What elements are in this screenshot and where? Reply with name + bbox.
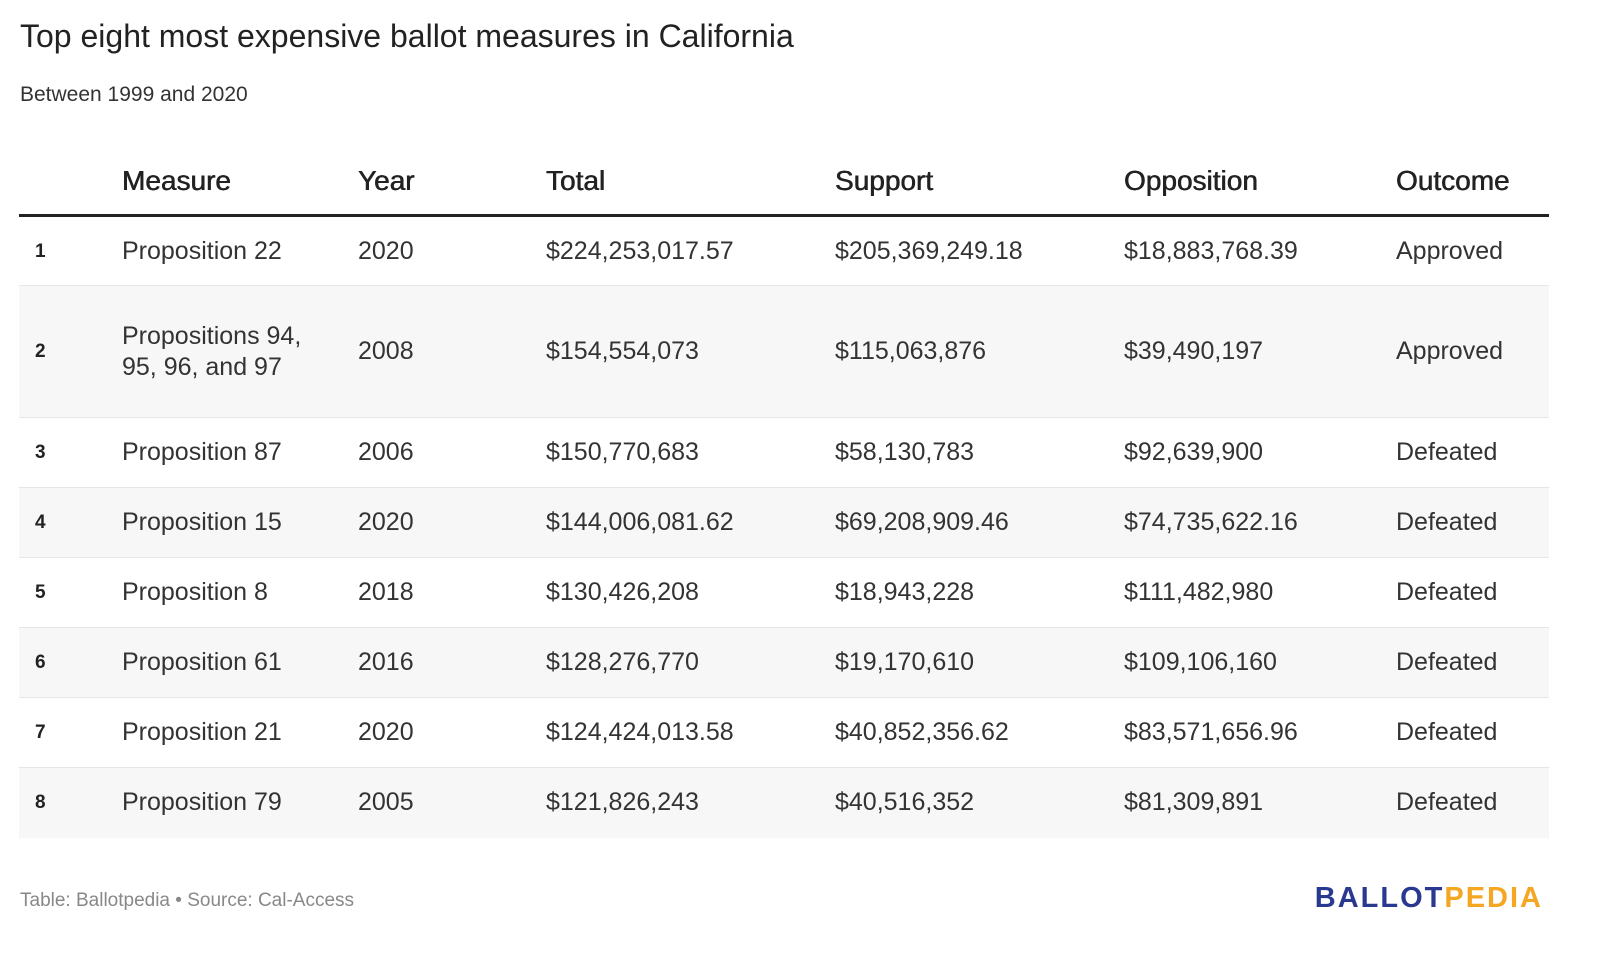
column-header-measure: Measure <box>122 148 358 217</box>
support-cell: $18,943,228 <box>835 557 1124 628</box>
total-cell: $124,424,013.58 <box>546 697 835 768</box>
rank-cell: 5 <box>19 557 122 628</box>
total-cell: $121,826,243 <box>546 767 835 838</box>
measure-cell: Proposition 79 <box>122 767 358 838</box>
total-cell: $130,426,208 <box>546 557 835 628</box>
table-row: 8 Proposition 79 2005 $121,826,243 $40,5… <box>19 767 1549 838</box>
ballotpedia-logo[interactable]: BALLOTPEDIA <box>1315 882 1543 915</box>
table-row: 2 Propositions 94, 95, 96, and 97 2008 $… <box>19 285 1549 418</box>
rank-cell: 7 <box>19 697 122 768</box>
measure-cell: Proposition 15 <box>122 487 358 558</box>
year-cell: 2020 <box>358 697 546 768</box>
table-row: 4 Proposition 15 2020 $144,006,081.62 $6… <box>19 487 1549 558</box>
support-cell: $115,063,876 <box>835 285 1124 418</box>
opposition-cell: $109,106,160 <box>1124 627 1396 698</box>
outcome-cell: Approved <box>1396 285 1549 418</box>
column-header-support: Support <box>835 148 1124 217</box>
table-row: 6 Proposition 61 2016 $128,276,770 $19,1… <box>19 627 1549 698</box>
year-cell: 2018 <box>358 557 546 628</box>
table-subtitle: Between 1999 and 2020 <box>20 83 248 106</box>
total-cell: $150,770,683 <box>546 417 835 488</box>
outcome-cell: Defeated <box>1396 417 1549 488</box>
column-header-opposition: Opposition <box>1124 148 1396 217</box>
outcome-cell: Defeated <box>1396 557 1549 628</box>
support-cell: $58,130,783 <box>835 417 1124 488</box>
support-cell: $69,208,909.46 <box>835 487 1124 558</box>
opposition-cell: $18,883,768.39 <box>1124 215 1396 286</box>
outcome-cell: Defeated <box>1396 627 1549 698</box>
outcome-cell: Defeated <box>1396 487 1549 558</box>
data-table: Measure Year Total Support Opposition Ou… <box>19 148 1549 838</box>
rank-cell: 6 <box>19 627 122 698</box>
year-cell: 2020 <box>358 215 546 286</box>
total-cell: $154,554,073 <box>546 285 835 418</box>
table-row: 3 Proposition 87 2006 $150,770,683 $58,1… <box>19 417 1549 488</box>
table-row: 7 Proposition 21 2020 $124,424,013.58 $4… <box>19 697 1549 768</box>
opposition-cell: $111,482,980 <box>1124 557 1396 628</box>
opposition-cell: $74,735,622.16 <box>1124 487 1396 558</box>
rank-cell: 2 <box>19 285 122 418</box>
opposition-cell: $81,309,891 <box>1124 767 1396 838</box>
header-row: Measure Year Total Support Opposition Ou… <box>19 148 1549 217</box>
outcome-cell: Defeated <box>1396 697 1549 768</box>
column-header-rank <box>19 148 122 217</box>
outcome-cell: Defeated <box>1396 767 1549 838</box>
rank-cell: 1 <box>19 215 122 286</box>
logo-text-pedia: PEDIA <box>1444 882 1543 914</box>
table-row: 1 Proposition 22 2020 $224,253,017.57 $2… <box>19 215 1549 286</box>
support-cell: $19,170,610 <box>835 627 1124 698</box>
logo-text-ballot: BALLOT <box>1314 882 1445 914</box>
opposition-cell: $83,571,656.96 <box>1124 697 1396 768</box>
opposition-cell: $39,490,197 <box>1124 285 1396 418</box>
column-header-outcome: Outcome <box>1396 148 1549 217</box>
outcome-cell: Approved <box>1396 215 1549 286</box>
table-title: Top eight most expensive ballot measures… <box>20 18 794 54</box>
year-cell: 2020 <box>358 487 546 558</box>
year-cell: 2008 <box>358 285 546 418</box>
column-header-year: Year <box>358 148 546 217</box>
rank-cell: 8 <box>19 767 122 838</box>
ballot-measures-table: Measure Year Total Support Opposition Ou… <box>19 148 1549 838</box>
measure-cell: Proposition 87 <box>122 417 358 488</box>
year-cell: 2005 <box>358 767 546 838</box>
measure-cell: Proposition 21 <box>122 697 358 768</box>
column-header-total: Total <box>546 148 835 217</box>
total-cell: $128,276,770 <box>546 627 835 698</box>
year-cell: 2016 <box>358 627 546 698</box>
rank-cell: 4 <box>19 487 122 558</box>
support-cell: $40,516,352 <box>835 767 1124 838</box>
measure-cell: Proposition 22 <box>122 215 358 286</box>
measure-cell: Proposition 61 <box>122 627 358 698</box>
source-note: Table: Ballotpedia • Source: Cal-Access <box>20 890 355 911</box>
opposition-cell: $92,639,900 <box>1124 417 1396 488</box>
measure-cell: Proposition 8 <box>122 557 358 628</box>
rank-cell: 3 <box>19 417 122 488</box>
year-cell: 2006 <box>358 417 546 488</box>
total-cell: $224,253,017.57 <box>546 215 835 286</box>
support-cell: $205,369,249.18 <box>835 215 1124 286</box>
measure-cell: Propositions 94, 95, 96, and 97 <box>122 285 358 418</box>
total-cell: $144,006,081.62 <box>546 487 835 558</box>
support-cell: $40,852,356.62 <box>835 697 1124 768</box>
table-row: 5 Proposition 8 2018 $130,426,208 $18,94… <box>19 557 1549 628</box>
